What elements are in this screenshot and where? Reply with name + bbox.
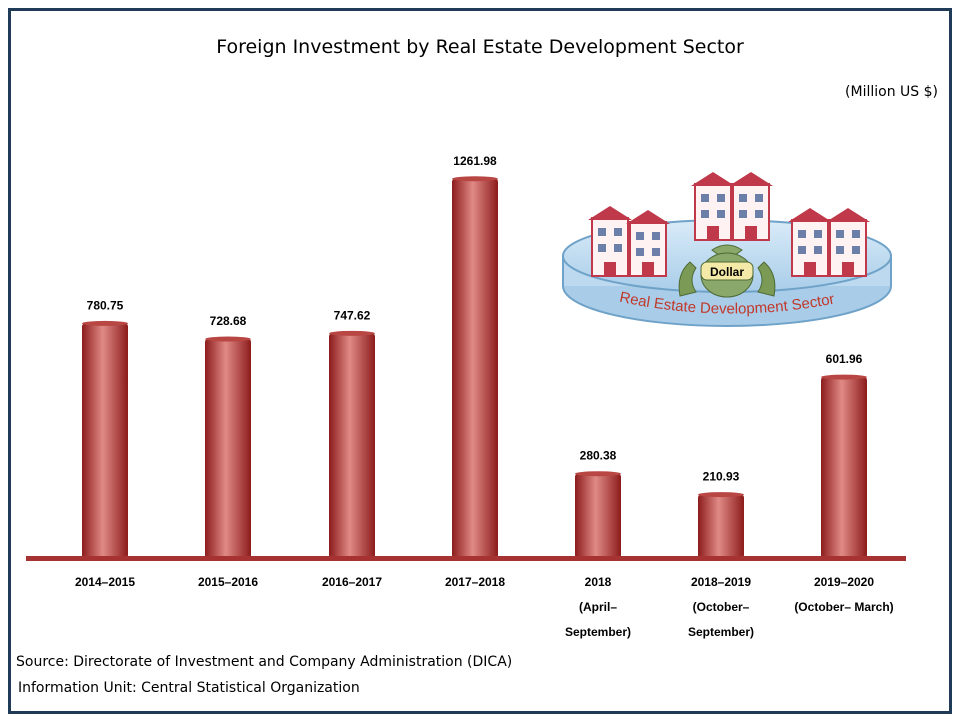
category-label: (October– [693,600,750,614]
value-label: 1261.98 [453,154,497,168]
chart-title: Foreign Investment by Real Estate Develo… [216,36,744,58]
building-icon [626,210,670,277]
building-icon [729,172,773,241]
bar [329,333,375,558]
bar-cap [575,471,621,477]
category-label: 2016–2017 [322,575,382,589]
building-icon [788,208,832,277]
bar [205,339,251,558]
bar-cap [82,320,128,326]
category-label: (April– [579,600,617,614]
real-estate-illustration: Dollar Real Estate Development Sector [562,172,892,327]
bar [821,377,867,558]
money-bag-label: Dollar [710,265,744,279]
bar [698,494,744,558]
category-label: (October– March) [794,600,893,614]
x-axis-baseline [26,556,906,561]
bar [82,323,128,558]
bar [452,178,498,558]
building-icon [826,208,870,277]
building-icon [691,172,735,241]
value-label: 747.62 [334,308,371,322]
information-unit-line: Information Unit: Central Statistical Or… [18,680,360,696]
bar-cap [205,336,251,342]
category-label: 2018–2019 [691,575,751,589]
bars-group [82,176,867,558]
source-line: Source: Directorate of Investment and Co… [16,654,513,670]
bar-cap [698,492,744,498]
unit-label: (Million US $) [845,84,938,100]
bar-cap [452,176,498,182]
right-hand-icon [757,261,776,297]
value-labels-group: 780.75 728.68 747.62 1261.98 280.38 210.93 601… [87,154,863,484]
bar-cap [329,330,375,336]
left-hand-icon [678,261,697,297]
category-label: 2014–2015 [75,575,135,589]
category-label: 2019–2020 [814,575,874,589]
bar-cap [821,374,867,380]
platform-edge [562,256,892,286]
value-label: 780.75 [87,298,124,312]
money-bag-icon [700,244,754,298]
category-label: September) [565,625,631,639]
category-label: 2017–2018 [445,575,505,589]
value-label: 280.38 [580,449,617,463]
value-label: 728.68 [210,314,247,328]
value-label: 210.93 [703,470,740,484]
category-label: 2015–2016 [198,575,258,589]
bar [575,473,621,558]
value-label: 601.96 [826,352,863,366]
category-label: 2018 [585,575,612,589]
category-labels-group: 2014–2015 2015–2016 2016–2017 2017–2018 2018… [75,575,894,639]
category-label: September) [688,625,754,639]
building-icon [588,206,632,277]
